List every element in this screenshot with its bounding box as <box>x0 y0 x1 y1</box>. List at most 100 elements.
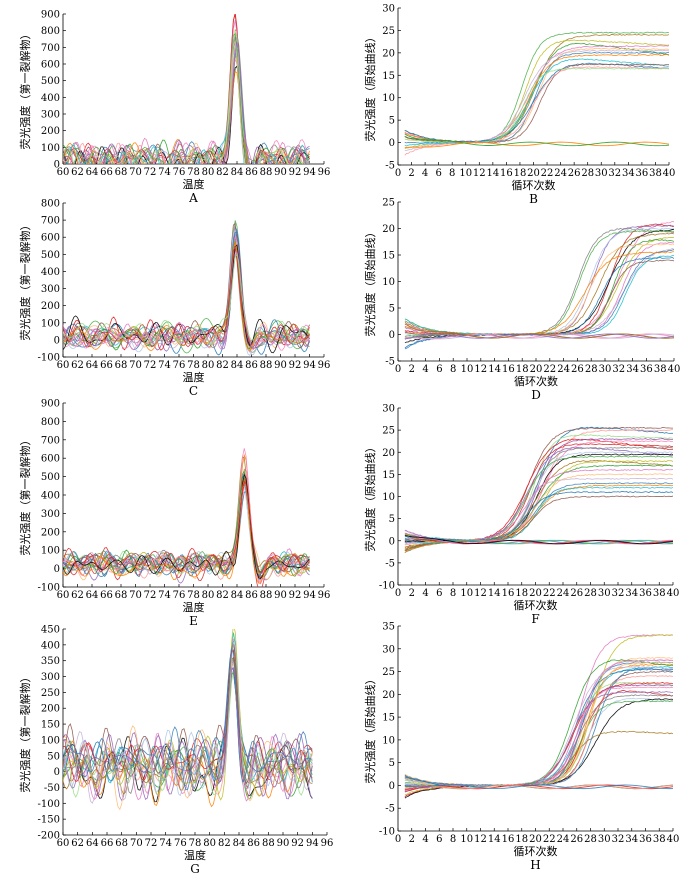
y-tick-label: 0 <box>389 781 395 792</box>
series-line <box>63 478 310 578</box>
x-tick-label: 60 <box>57 167 70 178</box>
y-tick-label: 15 <box>382 713 395 724</box>
x-tick-label: 34 <box>626 364 639 375</box>
x-tick-label: 80 <box>202 590 215 601</box>
x-axis-label: 循环次数 <box>514 598 558 612</box>
x-tick-label: 86 <box>247 838 260 849</box>
series-line <box>404 666 673 787</box>
x-tick-label: 22 <box>541 168 554 179</box>
x-tick-label: 68 <box>115 838 128 849</box>
y-tick-label: 800 <box>41 417 60 428</box>
series-line <box>404 491 673 542</box>
y-tick-label: 0 <box>54 335 60 346</box>
series-line <box>404 460 673 552</box>
chart-panel-g: 60 62 64 66 68 70 72 74 76 78 80 82 84 86 88 90 92 94 96 -2… <box>18 625 333 877</box>
x-tick-label: 64 <box>86 167 99 178</box>
series-line <box>63 666 313 782</box>
x-tick-label: 90 <box>274 360 287 371</box>
x-tick-label: 60 <box>57 360 70 371</box>
x-tick-label: 2 <box>409 834 415 845</box>
series-line <box>404 227 674 336</box>
y-tick-label: 300 <box>41 672 60 683</box>
x-tick-label: 30 <box>598 588 611 599</box>
series-line <box>404 243 674 336</box>
y-tick-label: 0 <box>389 536 395 547</box>
x-tick-label: 84 <box>231 167 244 178</box>
series-line <box>404 66 669 156</box>
x-tick-label: 10 <box>460 588 473 599</box>
y-tick-label: 300 <box>41 284 60 295</box>
y-axis-label: 荧光强度（第一裂解物） <box>18 29 32 150</box>
y-axis-label: 荧光强度（原始曲线） <box>363 227 377 337</box>
series-line <box>404 670 673 791</box>
series-line <box>63 250 310 351</box>
y-tick-label: 600 <box>41 233 60 244</box>
x-tick-label: 80 <box>203 838 216 849</box>
x-tick-label: 94 <box>306 838 319 849</box>
panel-label: G <box>190 862 200 876</box>
x-tick-label: 16 <box>502 834 515 845</box>
x-tick-label: 84 <box>231 360 244 371</box>
x-tick-label: 90 <box>277 838 290 849</box>
series-line <box>404 661 673 787</box>
x-tick-label: 32 <box>612 588 625 599</box>
panel-label: D <box>531 388 541 402</box>
x-tick-label: 38 <box>653 834 666 845</box>
x-tick-label: 76 <box>173 590 186 601</box>
x-tick-label: 94 <box>303 167 316 178</box>
x-tick-label: 64 <box>86 838 99 849</box>
x-tick-label: 92 <box>289 167 302 178</box>
series-line <box>63 42 307 164</box>
y-tick-label: 450 <box>41 625 60 636</box>
series-line-flat <box>404 133 669 147</box>
x-tick-label: 2 <box>409 588 415 599</box>
series-line <box>404 440 673 542</box>
series-line <box>404 224 674 336</box>
x-tick-label: 20 <box>527 168 540 179</box>
y-tick-label: 20 <box>382 224 395 235</box>
x-tick-label: 92 <box>289 360 302 371</box>
x-tick-label: 70 <box>130 838 143 849</box>
series-line <box>404 39 669 150</box>
x-tick-label: 78 <box>187 167 200 178</box>
x-tick-label: 20 <box>529 834 542 845</box>
x-tick-label: 4 <box>422 588 428 599</box>
series-line <box>404 230 674 337</box>
y-tick-label: 600 <box>41 454 60 465</box>
y-tick-label: 10 <box>382 93 395 104</box>
series-line <box>404 227 674 336</box>
x-axis-label: 温度 <box>183 370 205 384</box>
x-tick-label: 24 <box>554 168 567 179</box>
x-tick-label: 62 <box>71 167 84 178</box>
x-tick-label: 0 <box>395 588 401 599</box>
x-tick-label: 40 <box>667 588 680 599</box>
x-tick-label: 34 <box>625 834 638 845</box>
x-tick-label: 88 <box>260 167 273 178</box>
series-line <box>404 730 673 787</box>
x-tick-label: 6 <box>436 834 442 845</box>
x-tick-label: 96 <box>318 167 331 178</box>
series-line <box>63 233 310 351</box>
x-tick-label: 18 <box>514 168 527 179</box>
x-tick-label: 2 <box>409 364 415 375</box>
x-tick-label: 92 <box>291 838 304 849</box>
y-tick-label: 350 <box>41 656 60 667</box>
y-tick-label: 5 <box>389 116 395 127</box>
series-line-flat <box>404 784 673 790</box>
x-tick-label: 70 <box>129 360 142 371</box>
y-tick-label: 400 <box>41 93 60 104</box>
series-line <box>404 691 673 787</box>
y-tick-label: 20 <box>382 690 395 701</box>
series-line <box>404 694 673 787</box>
panel-label: A <box>188 191 198 205</box>
x-tick-label: 82 <box>216 360 229 371</box>
x-tick-label: 12 <box>473 168 486 179</box>
y-tick-label: 300 <box>41 110 60 121</box>
series-line <box>404 661 673 792</box>
x-tick-label: 90 <box>274 167 287 178</box>
x-tick-label: 16 <box>502 364 515 375</box>
y-tick-label: -5 <box>385 161 395 172</box>
series-group <box>404 426 673 554</box>
series-line <box>69 19 310 164</box>
x-tick-label: 70 <box>129 167 142 178</box>
